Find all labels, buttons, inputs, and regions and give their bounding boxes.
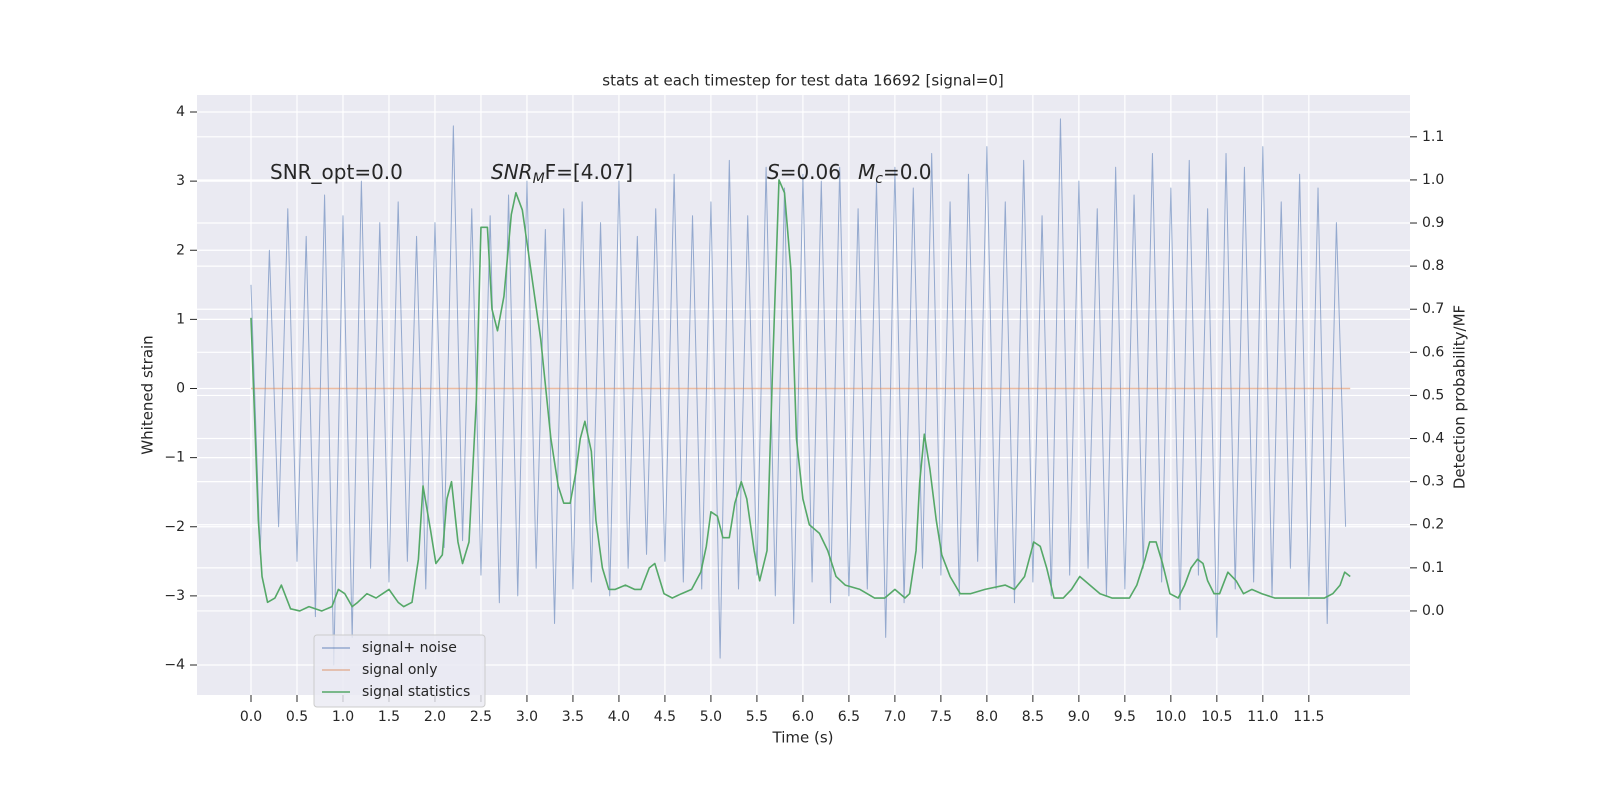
annotation-rest: =0.0 xyxy=(883,160,932,184)
x-tick-label: 8.5 xyxy=(1022,709,1044,725)
annotation-rest: =0.06 xyxy=(780,160,841,184)
chart-title: stats at each timestep for test data 166… xyxy=(602,72,1003,90)
x-tick-label: 2.5 xyxy=(470,709,492,725)
annotation-main: SNR xyxy=(491,160,533,184)
x-tick-label: 1.0 xyxy=(332,709,354,725)
annotation-rest: F=[4.07] xyxy=(545,160,633,184)
x-tick-label: 10.0 xyxy=(1155,709,1186,725)
y2-tick-label: 0.8 xyxy=(1422,258,1444,274)
x-tick-label: 5.0 xyxy=(700,709,722,725)
annotation: SNR_opt=0.0 xyxy=(270,160,403,184)
legend-label: signal only xyxy=(362,662,437,678)
x-tick-label: 6.5 xyxy=(838,709,860,725)
y2-tick-label: 0.0 xyxy=(1422,603,1444,619)
x-tick-label: 7.0 xyxy=(884,709,906,725)
y2-tick-label: 0.4 xyxy=(1422,431,1444,447)
y-tick-label: 2 xyxy=(176,242,185,258)
x-tick-label: 4.0 xyxy=(608,709,630,725)
y-tick-label: −1 xyxy=(164,450,185,466)
legend-box xyxy=(313,634,486,708)
y-axis-label: Whitened strain xyxy=(139,335,157,454)
x-tick-label: 6.0 xyxy=(792,709,814,725)
y2-tick-label: 0.2 xyxy=(1422,517,1444,533)
series-line xyxy=(250,179,1351,612)
x-tick-label: 0.5 xyxy=(286,709,308,725)
y-tick-label: 0 xyxy=(176,381,185,397)
annotation-sub: M xyxy=(533,171,545,187)
y2-axis-label: Detection probability/MF xyxy=(1451,305,1469,489)
x-tick-label: 4.5 xyxy=(654,709,676,725)
annotation: Mc=0.0 xyxy=(858,160,932,188)
annotation-text: SNR_opt=0.0 xyxy=(270,160,403,184)
x-tick-label: 2.0 xyxy=(424,709,446,725)
y2-tick-label: 1.0 xyxy=(1422,172,1444,188)
y-tick-label: 4 xyxy=(176,104,185,120)
x-tick-label: 10.5 xyxy=(1201,709,1232,725)
x-tick-label: 5.5 xyxy=(746,709,768,725)
y-tick-label: −4 xyxy=(164,657,185,673)
y-tick-label: −3 xyxy=(164,588,185,604)
annotation-main: S xyxy=(767,160,780,184)
annotation: SNRMF=[4.07] xyxy=(491,160,633,188)
y2-tick-label: 0.9 xyxy=(1422,215,1444,231)
y2-tick-label: 0.6 xyxy=(1422,344,1444,360)
annotation: S=0.06 xyxy=(767,160,841,184)
x-tick-label: 0.0 xyxy=(240,709,262,725)
x-tick-label: 7.5 xyxy=(930,709,952,725)
annotation-main: M xyxy=(858,160,875,184)
x-axis-label: Time (s) xyxy=(772,729,834,747)
legend-label: signal+ noise xyxy=(362,640,457,656)
x-tick-label: 3.0 xyxy=(516,709,538,725)
annotation-sub: c xyxy=(875,171,883,187)
x-tick-label: 9.5 xyxy=(1114,709,1136,725)
x-tick-label: 3.5 xyxy=(562,709,584,725)
x-tick-label: 1.5 xyxy=(378,709,400,725)
y-tick-label: 1 xyxy=(176,311,185,327)
y-tick-label: −2 xyxy=(164,519,185,535)
marks xyxy=(250,118,1351,666)
y2-tick-label: 0.1 xyxy=(1422,560,1444,576)
x-tick-label: 8.0 xyxy=(976,709,998,725)
x-tick-label: 11.0 xyxy=(1247,709,1278,725)
legend: signal+ noise signal only signal statistic… xyxy=(313,634,486,708)
y2-tick-label: 0.5 xyxy=(1422,387,1444,403)
y2-tick-label: 0.7 xyxy=(1422,301,1444,317)
x-tick-label: 9.0 xyxy=(1068,709,1090,725)
y2-tick-label: 0.3 xyxy=(1422,474,1444,490)
legend-label: signal statistics xyxy=(362,684,470,700)
y-tick-label: 3 xyxy=(176,173,185,189)
x-tick-label: 11.5 xyxy=(1293,709,1324,725)
y2-tick-label: 1.1 xyxy=(1422,129,1444,145)
series-line xyxy=(250,118,1347,666)
